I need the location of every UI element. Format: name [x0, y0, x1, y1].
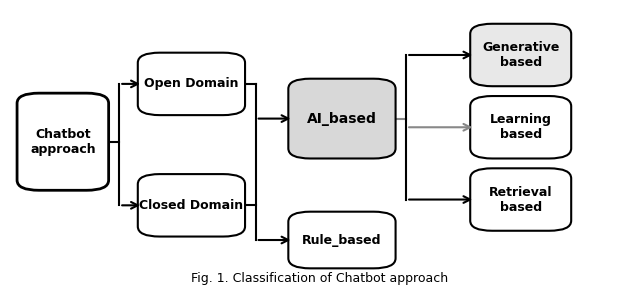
Text: Retrieval
based: Retrieval based	[489, 186, 552, 214]
Text: Open Domain: Open Domain	[144, 77, 239, 90]
FancyBboxPatch shape	[17, 93, 109, 190]
FancyBboxPatch shape	[470, 168, 571, 231]
Text: Generative
based: Generative based	[482, 41, 559, 69]
FancyBboxPatch shape	[138, 53, 245, 115]
FancyBboxPatch shape	[289, 79, 396, 158]
FancyBboxPatch shape	[138, 174, 245, 237]
Text: AI_based: AI_based	[307, 112, 377, 126]
Text: Chatbot
approach: Chatbot approach	[30, 128, 95, 156]
Text: Fig. 1. Classification of Chatbot approach: Fig. 1. Classification of Chatbot approa…	[191, 272, 449, 285]
FancyBboxPatch shape	[470, 96, 571, 158]
Text: Rule_based: Rule_based	[302, 234, 381, 247]
FancyBboxPatch shape	[289, 212, 396, 268]
FancyBboxPatch shape	[470, 24, 571, 86]
Text: Learning
based: Learning based	[490, 113, 552, 141]
Text: Closed Domain: Closed Domain	[140, 199, 243, 212]
